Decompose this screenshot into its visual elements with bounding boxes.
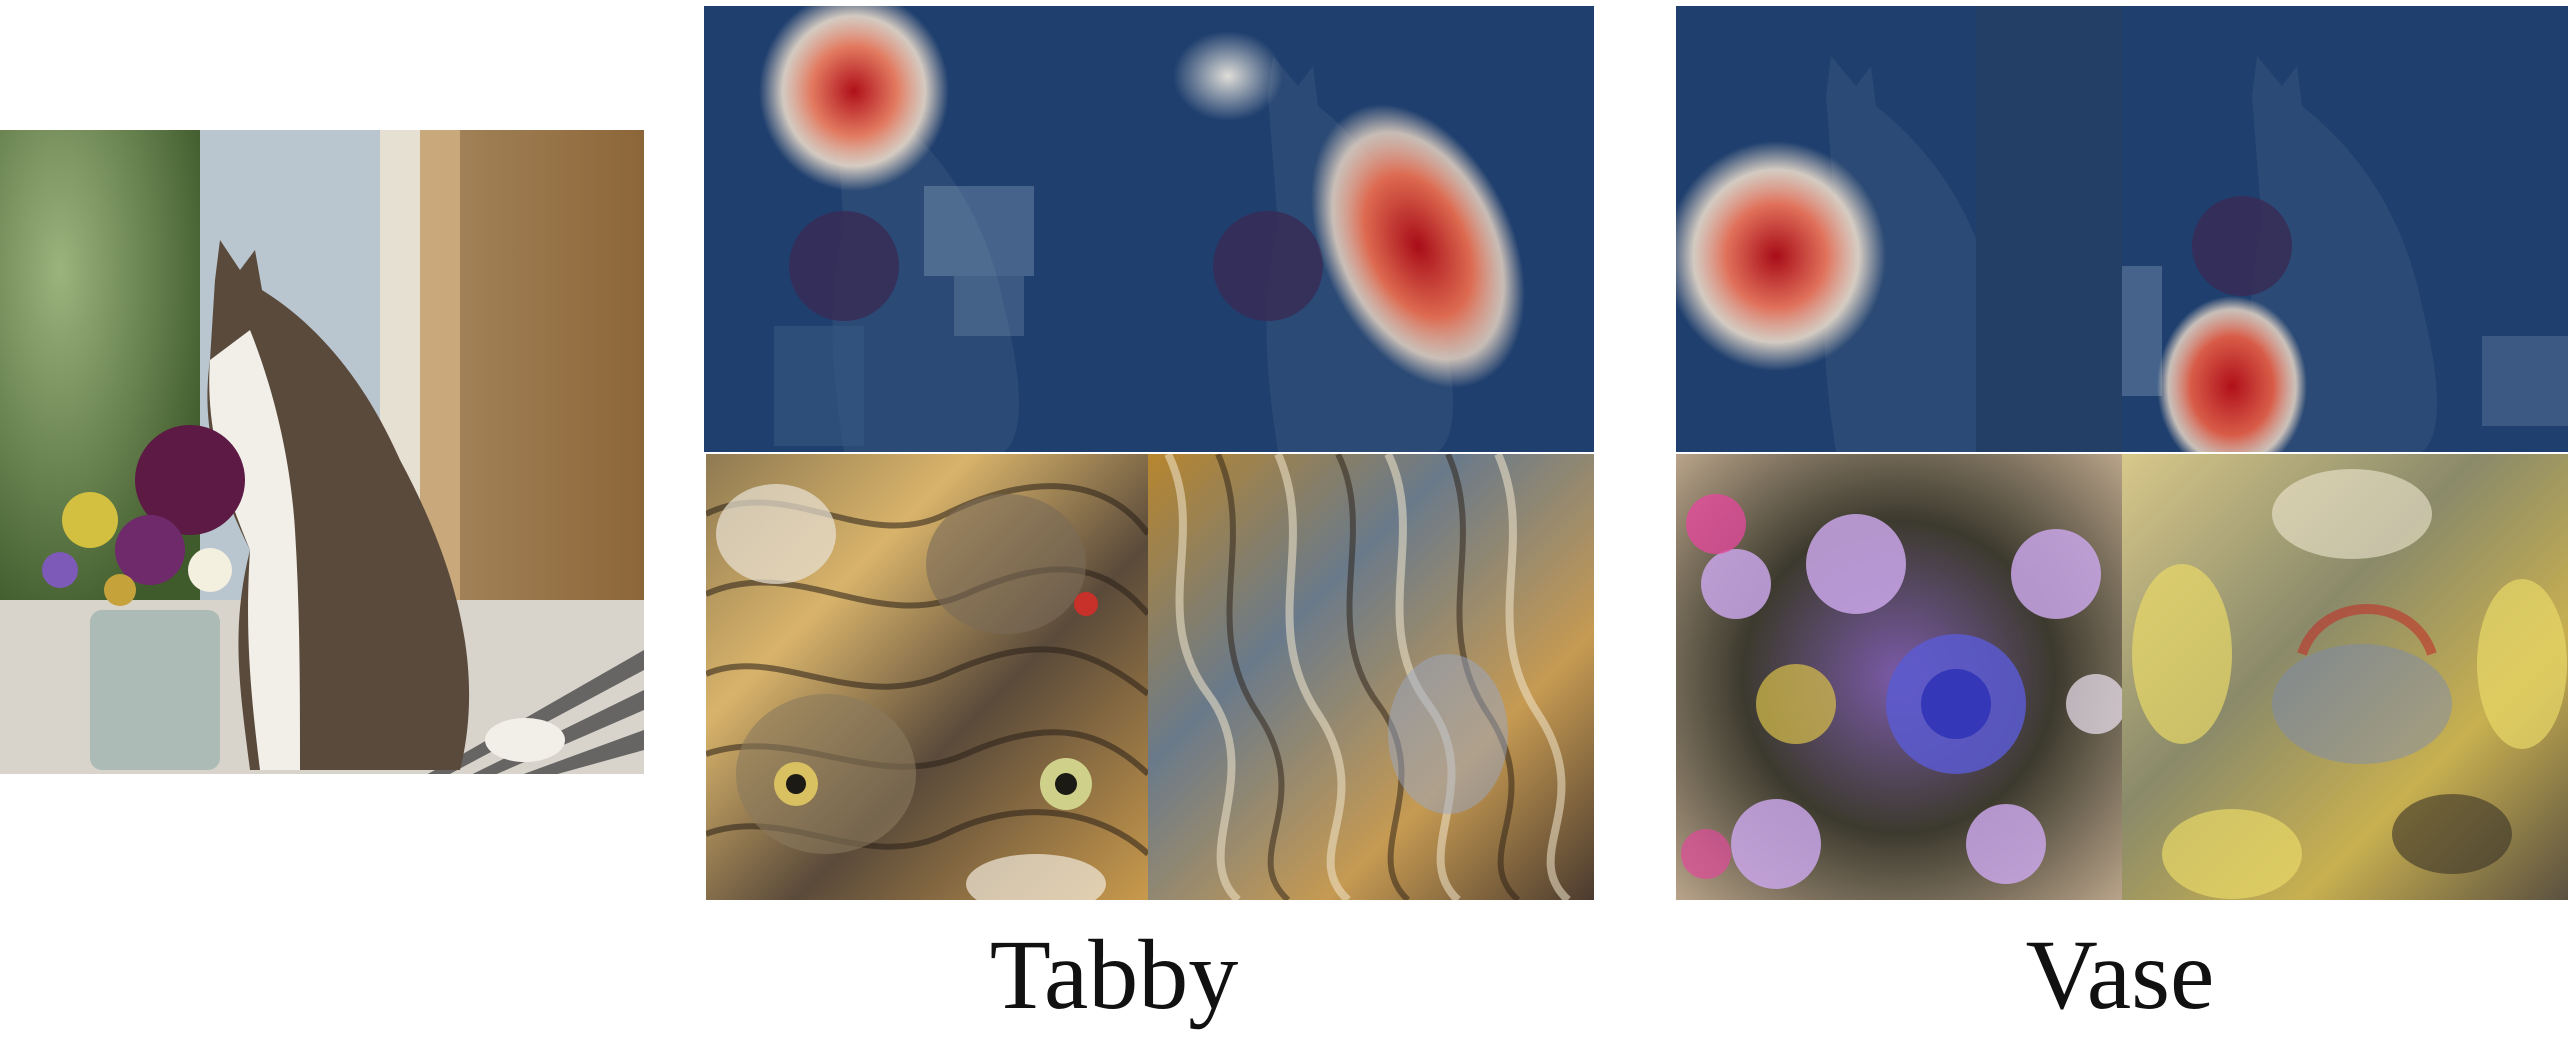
tabby-saliency-map-1 [704, 6, 1148, 452]
vase-feature-visualization-1 [1676, 454, 2122, 900]
tabby-saliency-map-2 [1148, 6, 1594, 452]
vase-saliency-map-2 [2122, 6, 2568, 452]
group-label-tabby: Tabby [989, 919, 1239, 1030]
vase-saliency-map-1 [1676, 6, 2122, 452]
group-label-vase: Vase [2025, 919, 2215, 1030]
vase-feature-visualization-2 [2122, 454, 2568, 900]
tabby-feature-visualization-1 [706, 454, 1148, 900]
tabby-feature-visualization-2 [1148, 454, 1594, 900]
original-photo [0, 130, 644, 774]
